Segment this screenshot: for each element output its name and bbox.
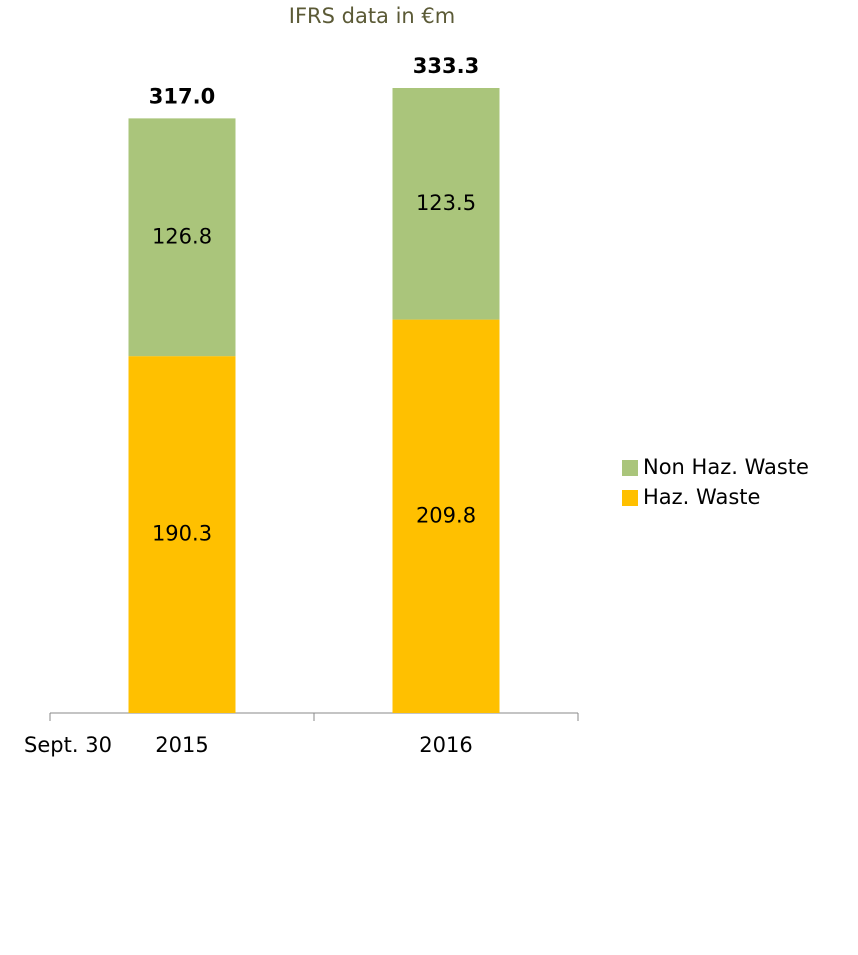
- legend-label: Non Haz. Waste: [643, 455, 809, 479]
- total-label: 333.3: [413, 54, 479, 78]
- bar-segment: [128, 118, 236, 357]
- legend-swatch: [622, 490, 638, 506]
- total-label: 317.0: [149, 84, 215, 108]
- bar-segment: [392, 319, 500, 713]
- x-tick-label: 2015: [155, 733, 208, 757]
- value-label: 126.8: [152, 224, 212, 248]
- value-label: 190.3: [152, 522, 212, 546]
- x-tick-label: 2016: [419, 733, 472, 757]
- chart-title: IFRS data in €m: [289, 4, 455, 28]
- legend-swatch: [622, 460, 638, 476]
- bar-segment: [128, 356, 236, 713]
- value-label: 209.8: [416, 503, 476, 527]
- legend-label: Haz. Waste: [643, 485, 760, 509]
- x-annotation: Sept. 30: [24, 733, 112, 757]
- bar-segment: [392, 88, 500, 320]
- value-label: 123.5: [416, 191, 476, 215]
